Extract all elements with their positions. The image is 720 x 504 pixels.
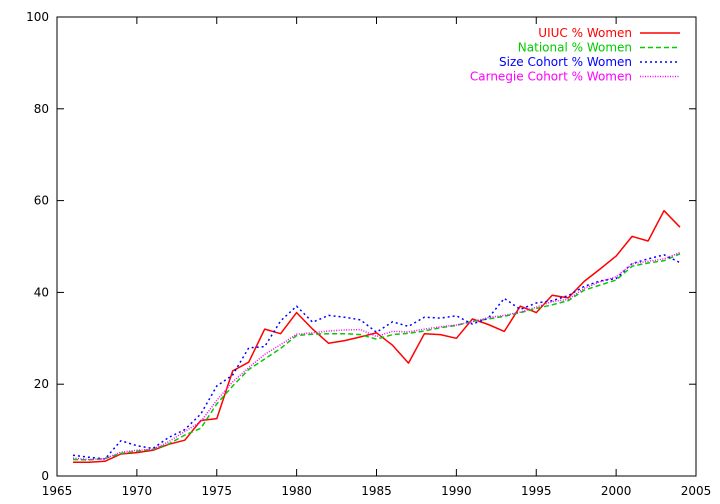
x-tick-label: 1970 [122, 484, 153, 498]
series-line-national-women [72, 253, 681, 461]
series-line-uiuc-women [73, 209, 681, 463]
series-line-size-cohort-women [72, 254, 681, 460]
x-tick-label: 2000 [601, 484, 632, 498]
x-tick-label: 1965 [42, 484, 73, 498]
series-line-carnegie-cohort-women [72, 251, 681, 461]
x-tick-label: 1980 [281, 484, 312, 498]
legend-label: National % Women [518, 41, 632, 55]
plot-frame [56, 16, 697, 477]
data-series [72, 209, 681, 463]
legend-label: Size Cohort % Women [499, 55, 632, 69]
plot-border [56, 16, 697, 477]
x-tick-label: 1990 [441, 484, 472, 498]
y-tick-label: 100 [26, 10, 49, 24]
y-tick-label: 80 [34, 102, 49, 116]
x-tick-label: 1975 [201, 484, 232, 498]
x-tick-label: 1995 [521, 484, 552, 498]
x-tick-label: 2005 [681, 484, 712, 498]
x-tick-label: 1985 [361, 484, 392, 498]
axis-ticks: 1965 1970 1975 1980 1985 1990 1995 2000 2005 0 20 4… [26, 10, 711, 498]
y-tick-label: 60 [34, 194, 49, 208]
legend-label: UIUC % Women [538, 26, 632, 40]
y-tick-label: 40 [34, 285, 49, 299]
legend-label: Carnegie Cohort % Women [470, 70, 632, 84]
y-tick-label: 0 [41, 469, 49, 483]
y-tick-label: 20 [34, 377, 49, 391]
